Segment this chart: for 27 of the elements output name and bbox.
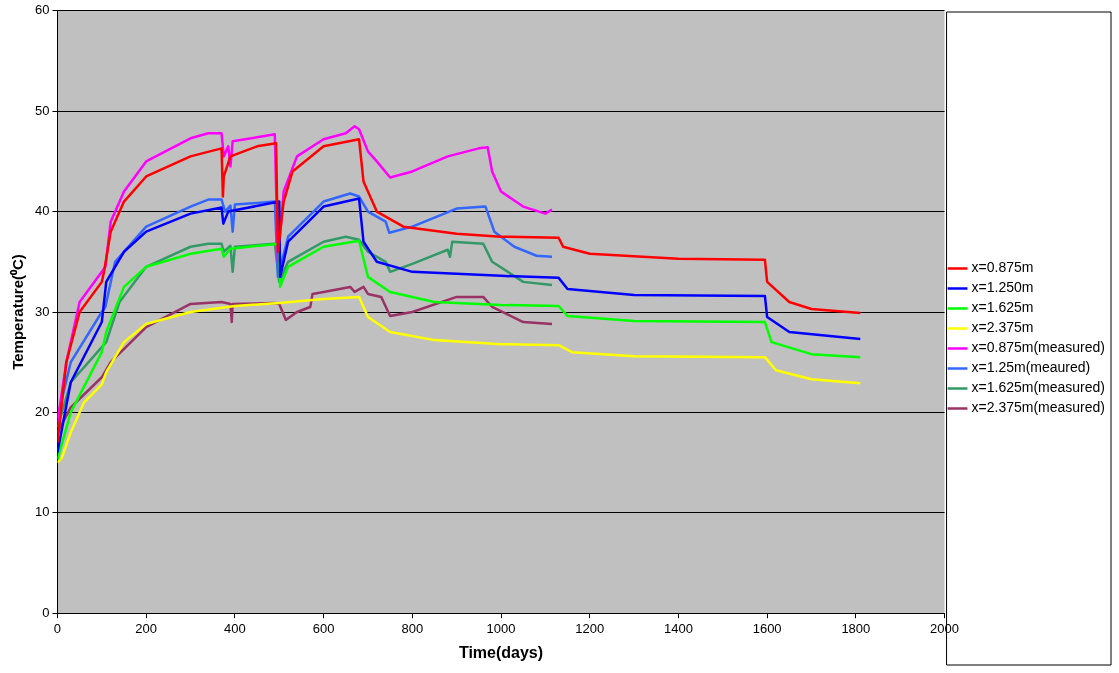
y-tick-label: 50 xyxy=(34,102,50,118)
legend-label: x=0.875m xyxy=(971,259,1034,276)
x-tick-label: 1400 xyxy=(663,620,693,636)
y-tick-label: 40 xyxy=(34,203,50,219)
legend-label: x=1.625m xyxy=(971,299,1034,316)
x-tick-label: 1000 xyxy=(486,620,516,636)
x-tick-label: 200 xyxy=(135,620,158,636)
x-tick-label: 600 xyxy=(312,620,335,636)
y-tick-label: 10 xyxy=(34,504,50,520)
legend-label: x=2.375m(measured) xyxy=(971,399,1105,416)
y-axis-title: Temperature(⁰C) xyxy=(9,254,27,370)
legend-label: x=1.25m(meaured) xyxy=(971,359,1091,376)
x-tick-label: 1600 xyxy=(752,620,782,636)
x-tick-label: 1200 xyxy=(575,620,605,636)
y-tick-label: 0 xyxy=(42,604,50,620)
legend-label: x=0.875m(measured) xyxy=(971,339,1105,356)
y-tick-label: 30 xyxy=(34,303,50,319)
y-tick-label: 20 xyxy=(34,403,50,419)
x-tick-label: 400 xyxy=(224,620,246,636)
x-axis-title: Time(days) xyxy=(458,643,544,661)
legend-label: x=1.250m xyxy=(971,279,1034,296)
x-tick-label: 800 xyxy=(401,620,424,636)
x-tick-label: 0 xyxy=(53,620,62,636)
legend-label: x=1.625m(measured) xyxy=(971,379,1105,396)
legend-label: x=2.375m xyxy=(971,319,1034,336)
y-tick-label: 60 xyxy=(34,2,50,18)
x-tick-label: 1800 xyxy=(841,620,871,636)
